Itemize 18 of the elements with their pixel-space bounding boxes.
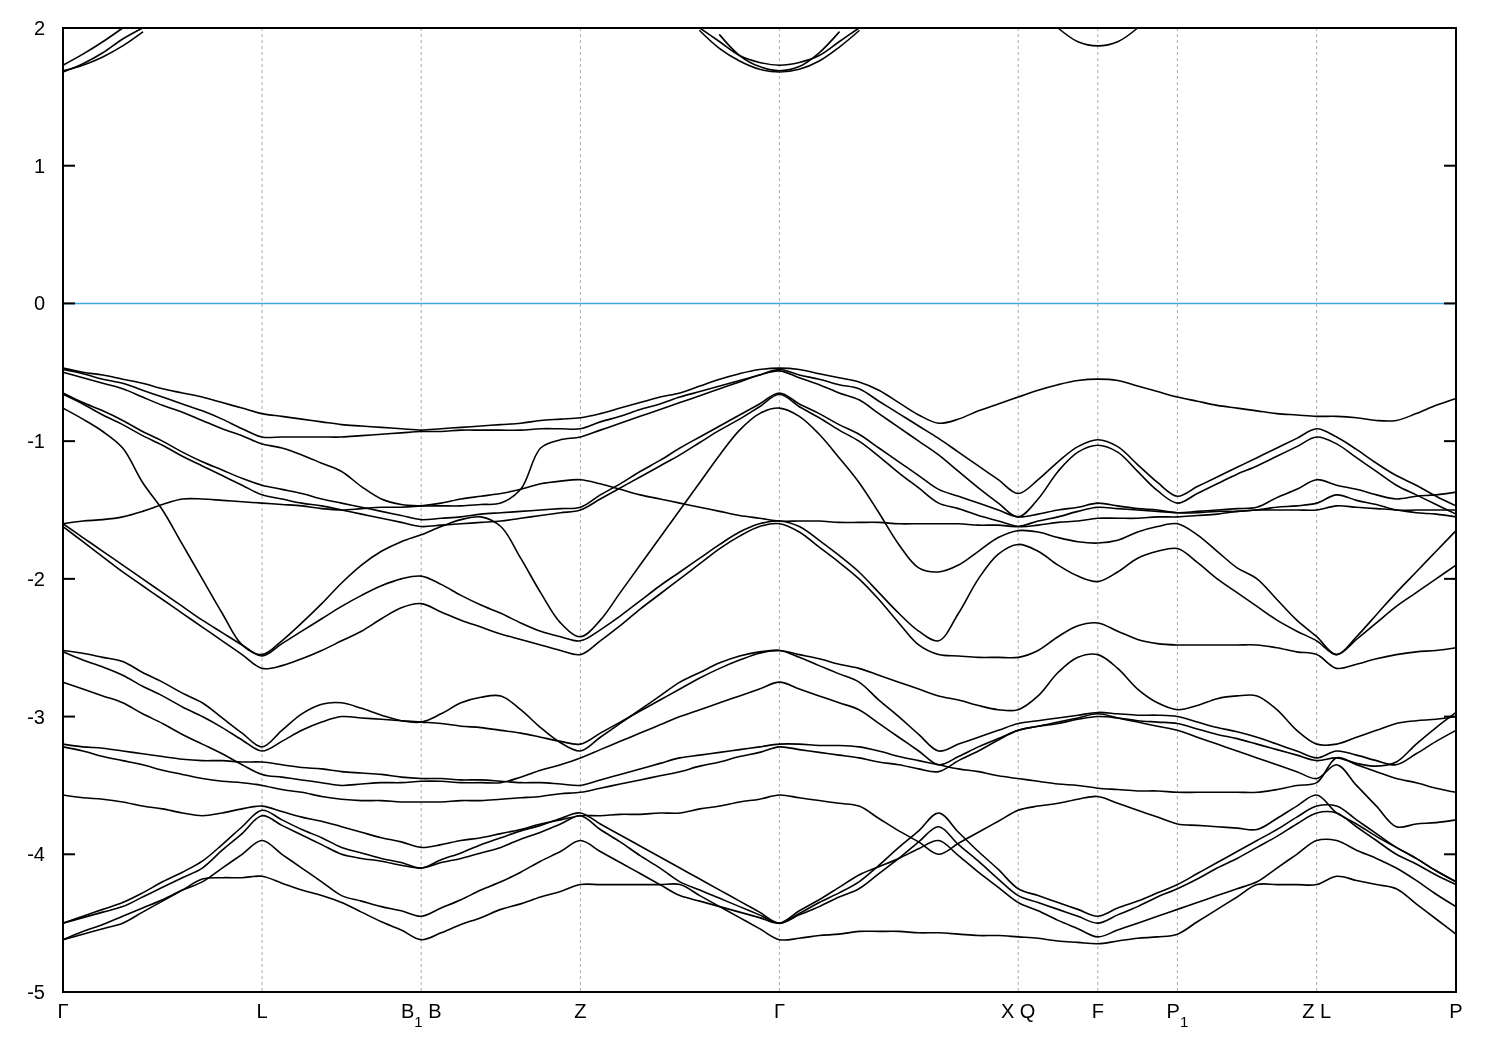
x-tick-label: B$_{1}$ B: [400, 1000, 442, 1030]
x-tick-label: P: [1449, 1000, 1463, 1022]
x-tick-label: Γ: [773, 1000, 785, 1022]
y-tick-label: -3: [27, 705, 45, 728]
y-tick-label: 1: [33, 154, 45, 177]
y-tick-label: -5: [27, 981, 45, 1003]
y-tick-label: 2: [33, 17, 45, 39]
y-tick-label: -1: [27, 430, 45, 453]
x-tick-label: Γ: [57, 1000, 69, 1022]
x-tick-label: L: [256, 1000, 268, 1022]
x-tick-label: X Q: [1000, 1000, 1036, 1022]
y-tick-label: -2: [27, 567, 45, 590]
x-tick-label: P$_{1}$: [1166, 1000, 1189, 1030]
x-tick-label: F: [1091, 1000, 1104, 1022]
y-tick-label: 0: [33, 292, 45, 315]
x-tick-label: Z L: [1302, 1000, 1332, 1022]
x-tick-label: Z: [574, 1000, 587, 1022]
y-tick-label: -4: [27, 843, 45, 866]
